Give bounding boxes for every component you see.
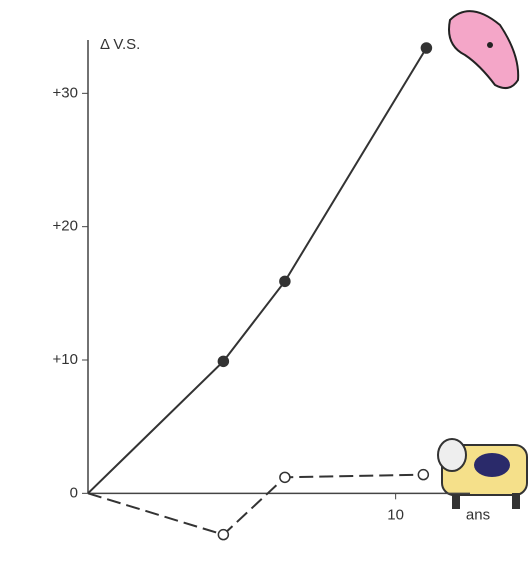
data-point <box>279 471 291 484</box>
y-tick-label: +30 <box>53 84 78 101</box>
data-point <box>217 528 230 541</box>
y-axis-title: Δ V.S. <box>100 36 140 53</box>
x-tick-label: 10 <box>387 506 404 523</box>
data-point <box>420 42 433 54</box>
series-line <box>87 47 428 495</box>
y-tick-label: 0 <box>70 484 78 501</box>
horse-icon <box>448 10 520 90</box>
series-line <box>87 473 424 536</box>
data-point <box>417 468 430 481</box>
x-axis-title: ans <box>466 506 490 523</box>
y-tick-label: +20 <box>53 218 78 235</box>
data-point <box>279 275 291 288</box>
y-tick-label: +10 <box>53 351 78 368</box>
data-point <box>217 355 230 368</box>
cow-icon <box>437 438 528 509</box>
